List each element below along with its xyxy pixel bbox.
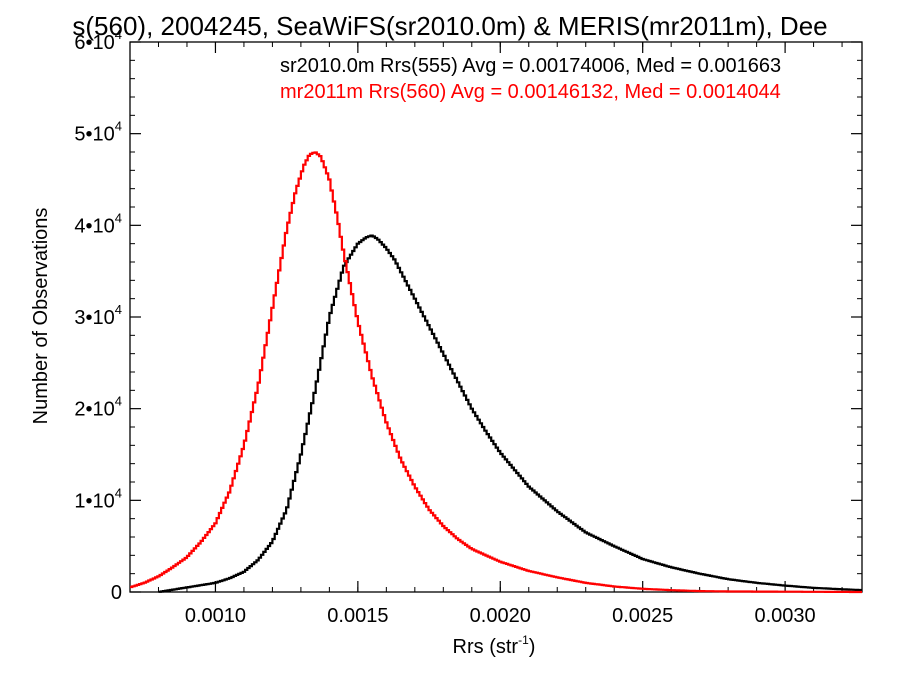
- y-axis-label: Number of Observations: [30, 208, 52, 425]
- series-line-sr2010: [158, 234, 862, 593]
- y-tick-label: 0: [111, 582, 122, 604]
- plot-frame: [129, 41, 863, 593]
- series-line-mr2011: [130, 151, 862, 594]
- y-tick-label: 5•104: [74, 119, 122, 146]
- chart-title: s(560), 2004245, SeaWiFS(sr2010.0m) & ME…: [72, 11, 827, 41]
- y-tick-label: 3•104: [74, 302, 122, 329]
- x-tick-label: 0.0030: [755, 605, 816, 627]
- series-lines: [130, 151, 862, 594]
- y-tick-label: 6•104: [74, 27, 122, 54]
- legend-entry-sr2010: sr2010.0m Rrs(555) Avg = 0.00174006, Med…: [280, 55, 781, 77]
- legend-entry-mr2011: mr2011m Rrs(560) Avg = 0.00146132, Med =…: [280, 81, 781, 103]
- x-axis-label: Rrs (str-1): [453, 633, 536, 658]
- x-tick-label: 0.0020: [470, 605, 531, 627]
- y-tick-label: 2•104: [74, 394, 122, 421]
- x-tick-label: 0.0025: [612, 605, 673, 627]
- y-tick-label: 4•104: [74, 210, 122, 237]
- x-axis-label-exponent: -1: [518, 633, 529, 647]
- x-tick-label: 0.0010: [185, 605, 246, 627]
- y-axis: 0 1•104 2•104 3•104 4•104 5•104 6•104: [74, 27, 862, 604]
- plot-border: [129, 41, 863, 593]
- x-tick-label: 0.0015: [327, 605, 388, 627]
- x-axis: 0.0010 0.0015 0.0020 0.0025 0.0030: [129, 42, 843, 627]
- y-tick-label: 1•104: [74, 485, 122, 512]
